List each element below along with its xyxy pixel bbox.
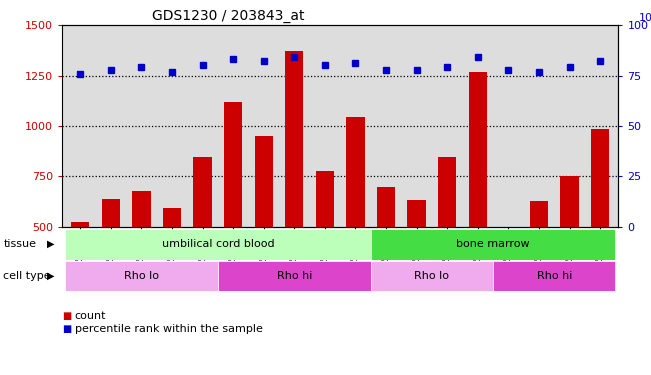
- Bar: [499, 227, 518, 328]
- Text: count: count: [75, 311, 106, 321]
- Bar: [285, 51, 303, 328]
- Text: tissue: tissue: [3, 239, 36, 249]
- Bar: [438, 157, 456, 328]
- Bar: [65, 261, 218, 291]
- Bar: [561, 177, 579, 328]
- Bar: [65, 229, 370, 260]
- Bar: [255, 136, 273, 328]
- Text: ■: ■: [62, 311, 71, 321]
- Bar: [591, 129, 609, 328]
- Bar: [132, 190, 150, 328]
- Text: Rho lo: Rho lo: [415, 271, 449, 281]
- Text: bone marrow: bone marrow: [456, 239, 530, 249]
- Bar: [193, 157, 212, 328]
- Bar: [377, 186, 395, 328]
- Bar: [370, 261, 493, 291]
- Bar: [224, 102, 242, 328]
- Text: Rho hi: Rho hi: [536, 271, 572, 281]
- Y-axis label: 100%: 100%: [639, 13, 651, 23]
- Bar: [102, 199, 120, 328]
- Text: cell type: cell type: [3, 271, 51, 281]
- Bar: [469, 72, 487, 328]
- Bar: [163, 208, 181, 328]
- Text: Rho hi: Rho hi: [277, 271, 312, 281]
- Text: umbilical cord blood: umbilical cord blood: [161, 239, 274, 249]
- Text: GDS1230 / 203843_at: GDS1230 / 203843_at: [152, 9, 304, 23]
- Bar: [370, 229, 615, 260]
- Bar: [218, 261, 370, 291]
- Bar: [71, 222, 89, 328]
- Text: percentile rank within the sample: percentile rank within the sample: [75, 324, 263, 334]
- Bar: [346, 117, 365, 328]
- Bar: [530, 201, 548, 328]
- Text: ▶: ▶: [47, 271, 55, 281]
- Bar: [408, 200, 426, 328]
- Text: ▶: ▶: [47, 239, 55, 249]
- Text: ■: ■: [62, 324, 71, 334]
- Bar: [316, 171, 334, 328]
- Bar: [493, 261, 615, 291]
- Text: Rho lo: Rho lo: [124, 271, 159, 281]
